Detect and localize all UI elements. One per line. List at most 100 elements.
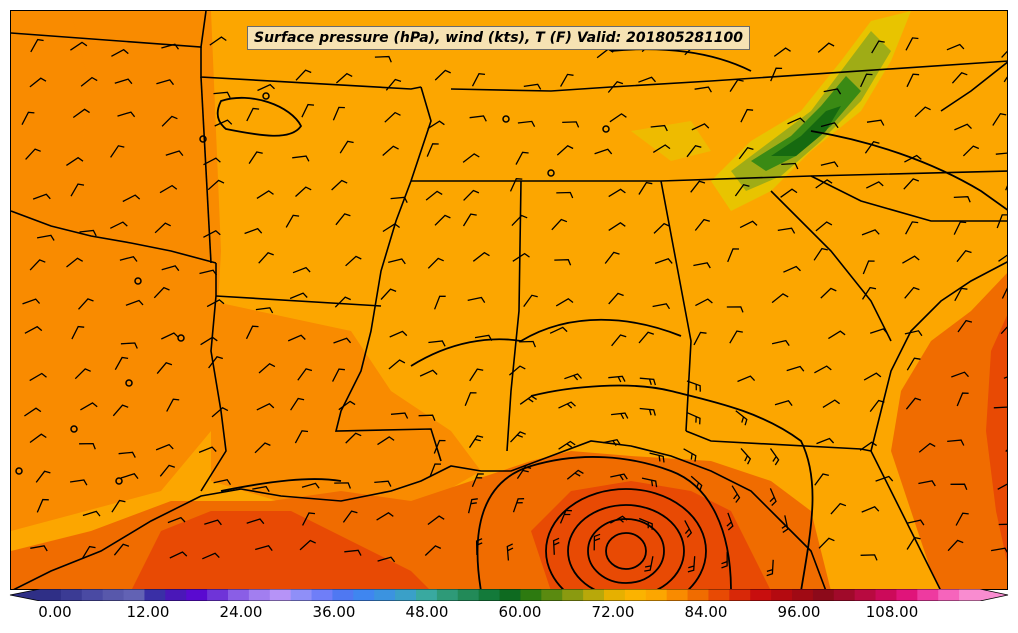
wind-barb [510,431,526,443]
wind-barb [203,157,221,166]
wind-barb [954,123,972,131]
wind-barb [424,545,442,556]
colorbar-swatch [938,589,960,601]
wind-barb [425,190,443,201]
wind-barb [384,111,401,123]
temperature-field-mountains-green [751,76,861,171]
wind-barb [434,214,451,226]
wind-barb [114,356,129,371]
wind-barb [956,392,969,407]
wind-barb [820,161,839,168]
colorbar-tick-label: 60.00 [498,603,542,621]
wind-barb [962,145,980,157]
colorbar-swatch [228,589,250,601]
wind-barb [686,380,701,392]
wind-barb [638,76,656,83]
wind-barb [786,365,805,372]
calm-station-marker [15,467,23,475]
wind-barb [564,373,582,381]
wind-barb [814,365,832,374]
isobar-ring-2 [567,504,685,589]
wind-barb [299,539,316,551]
wind-barb [954,287,968,302]
wind-barb [726,512,734,531]
colorbar-swatch [541,589,563,601]
colorbar-swatch [854,589,877,601]
wind-barb [159,464,175,477]
wind-barb [335,72,353,84]
colorbar-swatch [520,589,542,601]
atlantic-coastline [870,261,1007,452]
wind-barb [292,266,311,274]
wind-barb [156,362,173,375]
wind-barb [684,520,693,538]
wind-barb [957,319,973,333]
wind-barb [781,515,789,533]
colorbar-swatch [645,589,668,601]
wind-barb [111,48,129,57]
wind-barb [554,259,572,266]
wind-barb [292,155,310,162]
colorbar-swatch [792,589,814,601]
wind-barb [429,463,442,478]
colorbar-swatch [666,589,689,601]
wind-barb [344,549,362,556]
wind-barb [462,153,480,163]
calm-station-marker [134,277,142,285]
state-borders [11,11,1007,492]
temperature-field-south-central [211,301,481,511]
colorbar-tick-label: 12.00 [126,603,170,621]
calm-station-marker [602,125,610,133]
wind-barb [515,151,529,165]
wind-barb [695,298,713,307]
wind-barb [558,440,576,450]
colorbar-swatch [771,589,793,601]
state-border-ok-ar [200,76,212,264]
wind-barb [652,303,671,310]
wind-barb [862,260,875,275]
wind-barb [80,402,98,411]
wind-barb [551,218,568,231]
wind-barb [36,234,55,241]
wind-barb [302,512,316,526]
wind-barb [78,298,94,310]
wind-barb [374,55,392,63]
wind-barb [36,498,49,513]
wind-barb [903,178,920,190]
wind-barb [390,412,409,419]
wind-barb [731,485,741,503]
wind-barb [638,331,655,344]
wind-barb [823,88,842,95]
wind-barb [81,545,96,559]
wind-barb [516,466,532,479]
wind-barb [475,538,483,556]
state-border-va [940,61,1007,112]
wind-barb [1000,326,1007,335]
wind-barb [166,398,180,412]
wind-barb [427,257,444,269]
wind-barb [815,179,833,189]
wind-barb [654,258,673,265]
temperature-field-northwest [11,11,91,241]
colorbar-tick-label: 24.00 [219,603,263,621]
wind-barb [469,115,487,122]
wind-barb [737,375,756,383]
wind-barb [783,265,801,273]
wind-barb [21,111,35,125]
wind-barb [866,181,884,189]
wind-barb [906,357,921,371]
state-border-tx-la [200,263,227,492]
wind-barb [24,325,43,334]
wind-barb [780,188,798,198]
wind-barb [252,485,270,493]
wind-barb [376,512,394,521]
wind-barb [70,183,85,197]
wind-barb [66,257,84,268]
wind-barb [332,106,345,121]
wind-barb [382,223,400,233]
wind-barb [905,221,919,235]
wind-barb [434,69,451,81]
wind-barb [258,252,274,264]
colorbar-tick-label: 72.00 [591,603,635,621]
wind-barb [66,156,84,166]
